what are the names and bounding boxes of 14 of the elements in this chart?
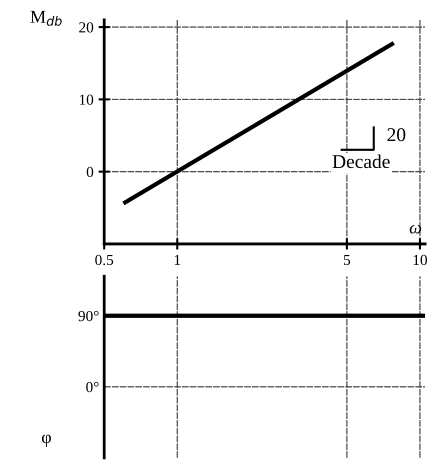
y-tick-label: 10 [80,94,94,105]
y-tick-label: 0 [86,166,94,178]
x-tick-label: 5 [344,254,350,266]
y-axis-title: φ [42,434,51,447]
x-tick-label: 0.5 [95,254,114,266]
x-tick-label: 1 [174,254,180,265]
x-axis-title: ω [410,224,422,234]
annotation: Decade [332,154,390,168]
x-tick-label: 10 [414,254,428,266]
y-tick-label: 20 [79,22,94,33]
y-axis-title: M$_{db}$ [30,10,62,26]
y-tick-label: 0° [86,382,99,392]
annotation: 20 [387,128,406,142]
y-tick-label: 90° [78,310,99,322]
